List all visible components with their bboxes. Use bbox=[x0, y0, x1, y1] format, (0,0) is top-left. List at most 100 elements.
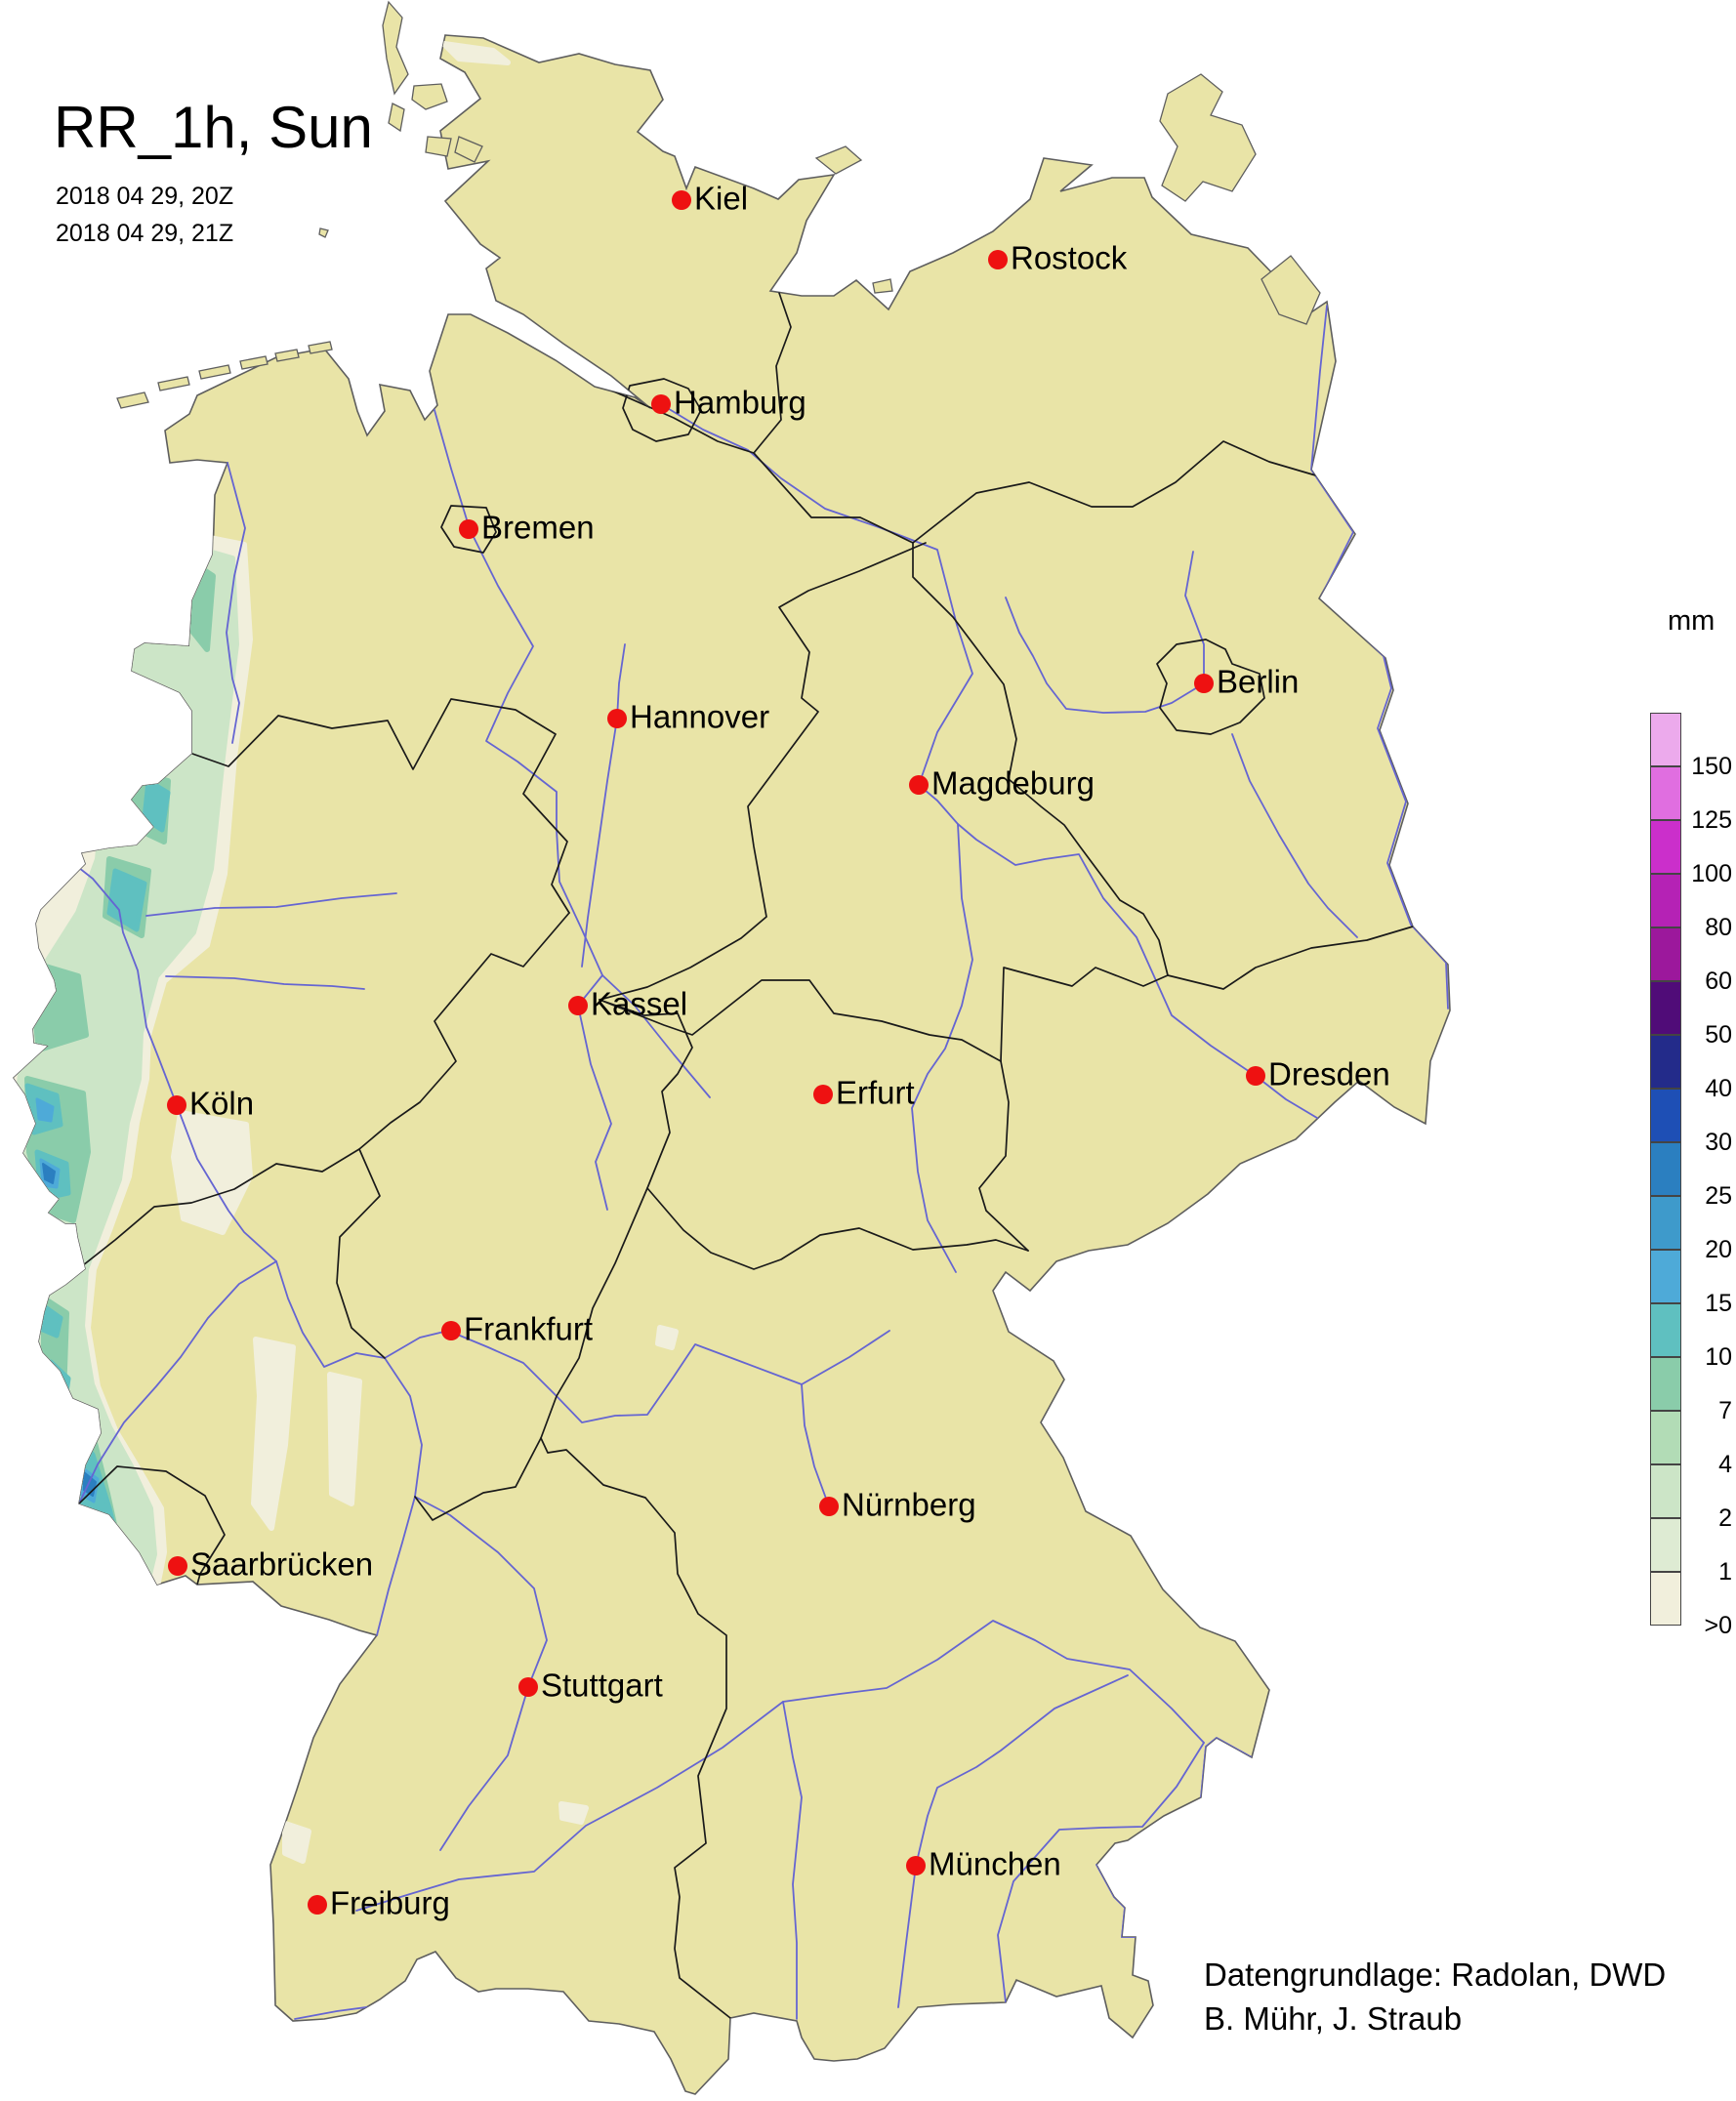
river-oder bbox=[1310, 305, 1449, 1009]
legend-label: 2 bbox=[1718, 1504, 1732, 1532]
legend-segment bbox=[1650, 1250, 1681, 1303]
city-dot-icon bbox=[819, 1497, 839, 1516]
timestamp-block: 2018 04 29, 20Z 2018 04 29, 21Z bbox=[56, 178, 233, 252]
city-label: Berlin bbox=[1217, 663, 1300, 700]
city-label: Dresden bbox=[1268, 1055, 1390, 1092]
river-salzach bbox=[1095, 1864, 1137, 1938]
legend-segment bbox=[1650, 820, 1681, 874]
river-regnitz bbox=[801, 1383, 830, 1507]
legend-segment bbox=[1650, 874, 1681, 927]
city-dot-icon bbox=[167, 1095, 186, 1115]
city-label: Kassel bbox=[591, 985, 688, 1022]
city-dot-icon bbox=[1246, 1066, 1265, 1086]
legend-segment bbox=[1650, 1411, 1681, 1464]
river-mosel bbox=[78, 1260, 277, 1504]
country-outline bbox=[13, 0, 1451, 2095]
river-leine bbox=[581, 643, 626, 968]
city-dot-icon bbox=[672, 190, 691, 210]
city-label: Hannover bbox=[630, 698, 770, 735]
city-dot-icon bbox=[308, 1895, 327, 1915]
island-spiekeroog bbox=[274, 349, 300, 362]
city-label: Frankfurt bbox=[464, 1310, 594, 1347]
legend-label: 125 bbox=[1691, 806, 1732, 834]
legend-label: 30 bbox=[1705, 1129, 1732, 1156]
river-saale bbox=[911, 823, 973, 1273]
legend-label: 10 bbox=[1705, 1343, 1732, 1371]
state-borders-layer bbox=[77, 292, 1414, 2019]
city-dot-icon bbox=[651, 394, 671, 414]
river-inn bbox=[997, 1742, 1205, 2003]
legend-label: >0 bbox=[1704, 1612, 1732, 1639]
legend-label: 25 bbox=[1705, 1182, 1732, 1210]
legend-segment bbox=[1650, 1142, 1681, 1196]
city-label: Magdeburg bbox=[931, 764, 1095, 802]
river-donau bbox=[355, 1620, 1205, 1912]
rivers-layer bbox=[60, 305, 1449, 2020]
legend-segment bbox=[1650, 1196, 1681, 1250]
city-dot-icon bbox=[906, 1856, 926, 1875]
city-dot-icon bbox=[988, 250, 1008, 269]
legend-label: 15 bbox=[1705, 1290, 1732, 1317]
river-ruhr bbox=[165, 975, 365, 990]
attribution: Datengrundlage: Radolan, DWD B. Mühr, J.… bbox=[1204, 1953, 1666, 2040]
attribution-line-source: Datengrundlage: Radolan, DWD bbox=[1204, 1957, 1667, 1993]
timestamp-end: 2018 04 29, 21Z bbox=[56, 220, 234, 247]
island-borkum bbox=[116, 391, 149, 409]
river-lech bbox=[782, 1701, 803, 2020]
city-dot-icon bbox=[441, 1321, 461, 1340]
river-main bbox=[384, 1330, 890, 1423]
river-inn-border bbox=[1200, 1737, 1253, 1798]
legend-colorbar bbox=[1650, 713, 1681, 1626]
attribution-line-authors: B. Mühr, J. Straub bbox=[1204, 2000, 1463, 2037]
legend-segment bbox=[1650, 1303, 1681, 1357]
island-helgoland bbox=[318, 227, 329, 238]
city-label: München bbox=[929, 1845, 1061, 1882]
island-usedom bbox=[1261, 255, 1321, 325]
city-dot-icon bbox=[813, 1085, 833, 1104]
legend-segment bbox=[1650, 1089, 1681, 1142]
legend-segment bbox=[1650, 927, 1681, 981]
river-lippe bbox=[145, 892, 397, 917]
timestamp-start: 2018 04 29, 20Z bbox=[56, 183, 234, 210]
rain-streak-pfalz-2 bbox=[327, 1372, 362, 1506]
page-title: RR_1h, Sun bbox=[54, 95, 373, 160]
legend-label: 100 bbox=[1691, 860, 1732, 887]
river-isar bbox=[897, 1674, 1129, 2008]
city-dot-icon bbox=[568, 996, 588, 1015]
city-dot-icon bbox=[1194, 674, 1214, 693]
legend-label: 60 bbox=[1705, 968, 1732, 995]
city-dot-icon bbox=[459, 519, 478, 539]
legend-segment bbox=[1650, 1572, 1681, 1626]
legend-label: 50 bbox=[1705, 1021, 1732, 1049]
city-dot-icon bbox=[909, 775, 929, 795]
river-ems bbox=[226, 462, 246, 744]
island-wangerooge bbox=[308, 341, 333, 354]
island-foehr bbox=[411, 83, 448, 110]
city-label: Hamburg bbox=[674, 384, 806, 421]
city-label: Saarbrücken bbox=[190, 1545, 374, 1583]
city-label: Stuttgart bbox=[541, 1667, 663, 1704]
city-label: Bremen bbox=[481, 509, 595, 546]
legend-label: 4 bbox=[1718, 1451, 1732, 1478]
river-spree bbox=[1231, 733, 1358, 938]
legend-segment bbox=[1650, 1035, 1681, 1089]
city-label: Nürnberg bbox=[842, 1486, 976, 1523]
river-neckar bbox=[414, 1496, 548, 1851]
legend-segment bbox=[1650, 1518, 1681, 1572]
island-pellworm bbox=[425, 136, 452, 157]
city-label: Kiel bbox=[694, 180, 749, 217]
island-amrum bbox=[388, 103, 405, 133]
island-juist bbox=[157, 376, 190, 391]
island-ruegen bbox=[1159, 73, 1257, 202]
rain-streak-pfalz-1 bbox=[251, 1337, 296, 1531]
city-dot-icon bbox=[168, 1556, 187, 1576]
legend-segment bbox=[1650, 1464, 1681, 1518]
legend-label: 150 bbox=[1691, 753, 1732, 780]
legend-label: 20 bbox=[1705, 1236, 1732, 1263]
river-elbe bbox=[660, 403, 1333, 1128]
legend-unit-label: mm bbox=[1668, 605, 1715, 637]
river-werra bbox=[601, 974, 711, 1098]
legend-label: 40 bbox=[1705, 1075, 1732, 1102]
